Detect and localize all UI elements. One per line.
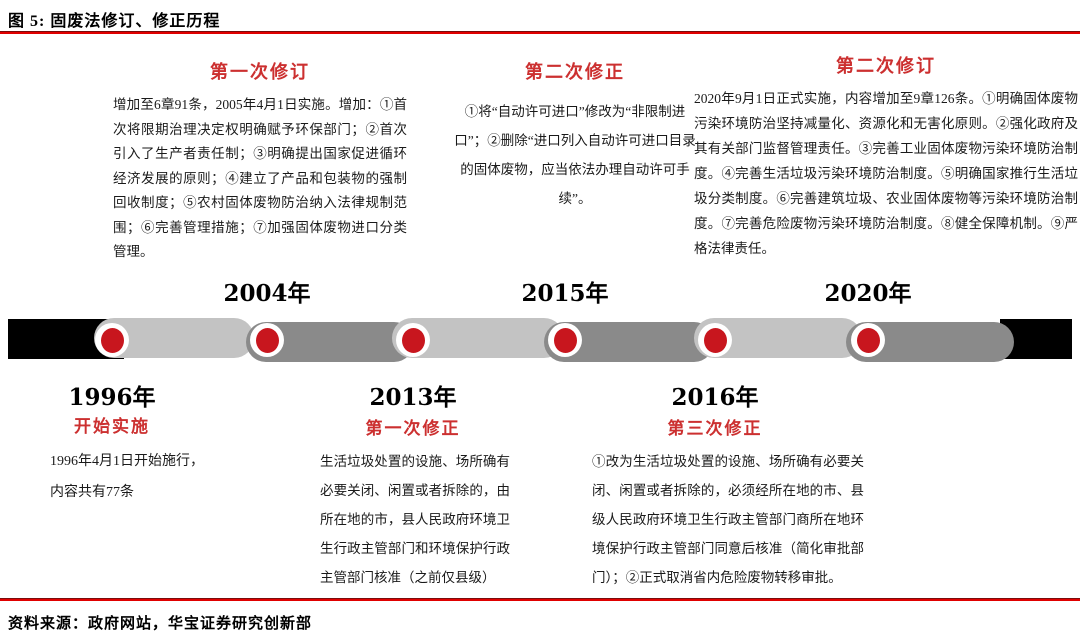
event-2016-header: 第三次修正 <box>667 419 763 438</box>
year-label-2013: 2013年 <box>369 384 457 411</box>
event-2015-body: ①将“自动许可进口”修改为“非限制进口”；②删除“进口列入自动许可进口目录的固体… <box>454 104 696 206</box>
event-2004-header: 第一次修订 <box>210 62 310 82</box>
figure-title: 图 5: 固废法修订、修正历程 <box>8 13 221 30</box>
year-label-2015: 2015年 <box>521 280 609 307</box>
timeline-node-2016-icon <box>698 323 732 357</box>
source-attribution: 资料来源：政府网站，华宝证券研究创新部 <box>8 616 313 632</box>
timeline-node-1996-icon <box>95 323 129 357</box>
event-1996-header: 开始实施 <box>74 417 150 436</box>
year-label-2016: 2016年 <box>671 384 759 411</box>
timeline-node-2015-icon <box>548 323 582 357</box>
event-2013-header: 第一次修正 <box>365 419 461 438</box>
event-1996-body: 1996年4月1日开始施行， 内容共有77条 <box>50 454 204 500</box>
timeline-node-2004-icon <box>250 323 284 357</box>
event-2020-body: 2020年9月1日正式实施，内容增加至9章126条。①明确固体废物污染环境防治坚… <box>694 91 1078 256</box>
year-label-2020: 2020年 <box>824 280 912 307</box>
timeline-node-2013-icon <box>396 323 430 357</box>
year-label-2004: 2004年 <box>223 280 311 307</box>
event-2015-header: 第二次修正 <box>525 62 625 82</box>
event-2016-body: ①改为生活垃圾处置的设施、场所确有必要关闭、闲置或者拆除的，必须经所在地的市、县… <box>592 454 864 585</box>
event-2020-header: 第二次修订 <box>836 56 936 76</box>
title-divider-rule <box>0 31 1080 34</box>
timeline-bar <box>0 318 1080 366</box>
timeline-node-2020-icon <box>851 323 885 357</box>
year-label-1996: 1996年 <box>68 384 156 411</box>
footer-divider-rule <box>0 598 1080 601</box>
event-2004-body: 增加至6章91条，2005年4月1日实施。增加：①首次将限期治理决定权明确赋予环… <box>113 97 407 259</box>
event-2013-body: 生活垃圾处置的设施、场所确有必要关闭、闲置或者拆除的，由所在地的市，县人民政府环… <box>320 454 510 585</box>
